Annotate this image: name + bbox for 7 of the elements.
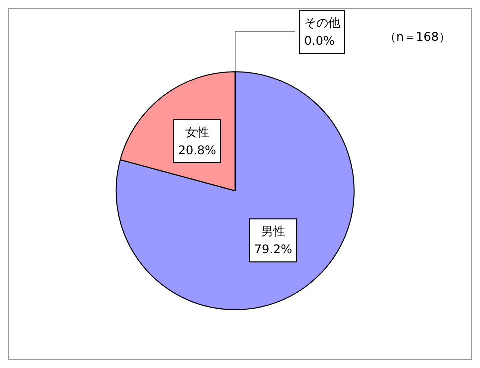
slice-label: 女性: [185, 125, 210, 140]
text: （n＝168）: [384, 30, 452, 44]
data-label: 20.8%: [178, 143, 216, 158]
data-label: 79.2%: [254, 242, 292, 257]
text: 0.0%: [304, 34, 335, 48]
category-label: その他: [304, 16, 340, 30]
slice-label: 男性: [261, 224, 286, 239]
